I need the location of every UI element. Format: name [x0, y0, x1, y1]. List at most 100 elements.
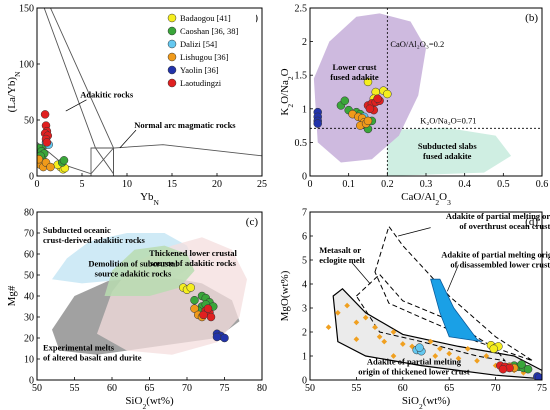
x-tick-label: 55	[70, 383, 80, 394]
legend: Badaogou [41] Caoshan [36, 38] Dalizi [54]…	[164, 10, 256, 92]
label-part: O/Na	[279, 80, 291, 104]
region-label-disassembled-2: of disassembled lower crust	[450, 260, 550, 270]
y-tick-label: 100	[19, 60, 34, 71]
data-point	[489, 344, 498, 354]
data-point	[190, 304, 199, 313]
region-metasalt	[355, 273, 507, 362]
panel-label: (c)	[246, 216, 259, 228]
label-part: 2	[435, 198, 439, 207]
data-point	[365, 104, 375, 114]
region-label-subcrust-2: source adakitic rocks	[95, 269, 172, 279]
region-label-adakitic: Adakitic rocks	[80, 90, 134, 100]
x-tick-label: 0.6	[536, 179, 549, 190]
label-part: 2	[142, 402, 146, 410]
experimental-point	[390, 329, 397, 335]
disassembled-arrow	[447, 264, 459, 292]
y-tick-label: 80	[24, 208, 34, 219]
region-thickened	[332, 287, 542, 380]
x-tick-label: 25	[257, 179, 267, 190]
vline-label: CaO/Al₂O₃=0.2	[390, 39, 444, 49]
legend-entry: Laotudingzi	[180, 78, 222, 88]
region-label-oceanic-2: crust-derived adakitic rocks	[43, 235, 146, 245]
label-part: Yb	[140, 191, 154, 203]
label-part: N	[154, 198, 160, 207]
y-axis-label: Mg#	[6, 285, 18, 306]
label-part: 2	[286, 76, 295, 80]
data-point	[59, 156, 69, 165]
plot-area	[52, 233, 247, 355]
arc-arrow	[119, 129, 137, 149]
x-tick-label: 0.1	[342, 179, 355, 190]
x-tick-label: 0.4	[458, 179, 471, 190]
region-label-exp-1: Experimental melts	[43, 343, 115, 353]
x-tick-label: 70	[182, 383, 192, 394]
region-overthrust	[374, 225, 533, 362]
region-label-slab-1: Subducted slabs	[418, 141, 478, 151]
y-tick-label: 50	[24, 116, 34, 127]
region-lower-crust	[313, 13, 426, 163]
y-tick-label: 0	[29, 376, 34, 387]
region-box	[90, 147, 114, 176]
data-point	[42, 138, 52, 147]
label-part: (wt%)	[423, 395, 451, 407]
legend-marker	[167, 65, 177, 75]
adakitic-arrow	[65, 99, 87, 112]
legend-entry: Badaogou [41]	[180, 13, 231, 23]
y-axis-label: (La/Yb)N	[6, 71, 22, 112]
data-point	[212, 332, 222, 342]
x-tick-label: 80	[257, 383, 267, 394]
region-label-metasalt-1: Metasalt or	[319, 245, 361, 255]
legend-marker	[167, 13, 177, 23]
legend-box	[164, 10, 256, 92]
experimental-point	[437, 345, 443, 352]
region-label-arc: Normal arc magmatic rocks	[134, 120, 236, 130]
label-part: 3	[447, 198, 451, 207]
data-point	[383, 89, 392, 99]
label-part: O	[439, 191, 447, 203]
region-disassembled	[430, 278, 482, 342]
data-point	[199, 310, 208, 320]
y-tick-label: 0	[29, 172, 34, 183]
experimental-point	[390, 353, 397, 359]
experimental-point	[432, 353, 439, 359]
data-point	[46, 162, 55, 172]
region-label-thick-2: source of adakitic rocks	[150, 258, 237, 268]
experimental-point	[381, 338, 388, 345]
label-part: CaO/Al	[401, 191, 435, 203]
x-tick-label: 0.3	[420, 179, 433, 190]
data-point	[186, 283, 195, 292]
x-tick-label: 20	[212, 179, 222, 190]
label-part: (La/Yb)	[6, 77, 18, 113]
experimental-point	[427, 338, 434, 345]
data-point	[37, 154, 44, 164]
y-tick-label: 0	[302, 376, 307, 387]
y-tick-label: 2	[302, 37, 307, 48]
y-axis-label: K2O/Na2O	[279, 68, 295, 115]
data-point	[313, 119, 322, 128]
legend-entry: Caoshan [36, 38]	[180, 26, 238, 36]
y-tick-label: 7	[302, 208, 307, 219]
data-point	[340, 96, 350, 105]
y-tick-label: 3	[302, 304, 307, 315]
metasalt-arrow	[351, 262, 371, 285]
experimental-point	[325, 324, 332, 331]
y-tick-label: 50	[24, 271, 34, 282]
experimental-point	[455, 355, 462, 362]
legend-marker	[167, 78, 177, 88]
y-tick-label: 4	[302, 280, 307, 291]
hline-label: K₂O/Na₂O=0.71	[420, 116, 476, 126]
y-tick-label: 2	[302, 328, 307, 339]
data-point	[534, 373, 542, 380]
y-tick-label: 60	[24, 250, 34, 261]
data-point	[373, 94, 382, 103]
region-label-lower-2: fused adakite	[330, 72, 379, 82]
region-label-disassembled-1: Adakite of partial melting origin	[441, 250, 550, 260]
data-point	[206, 312, 216, 322]
x-axis-label: CaO/Al2O3	[401, 191, 451, 207]
data-point	[415, 343, 424, 352]
region-arc	[37, 142, 262, 176]
region-label-thick-2: origin of thickened lower crust	[358, 366, 469, 376]
